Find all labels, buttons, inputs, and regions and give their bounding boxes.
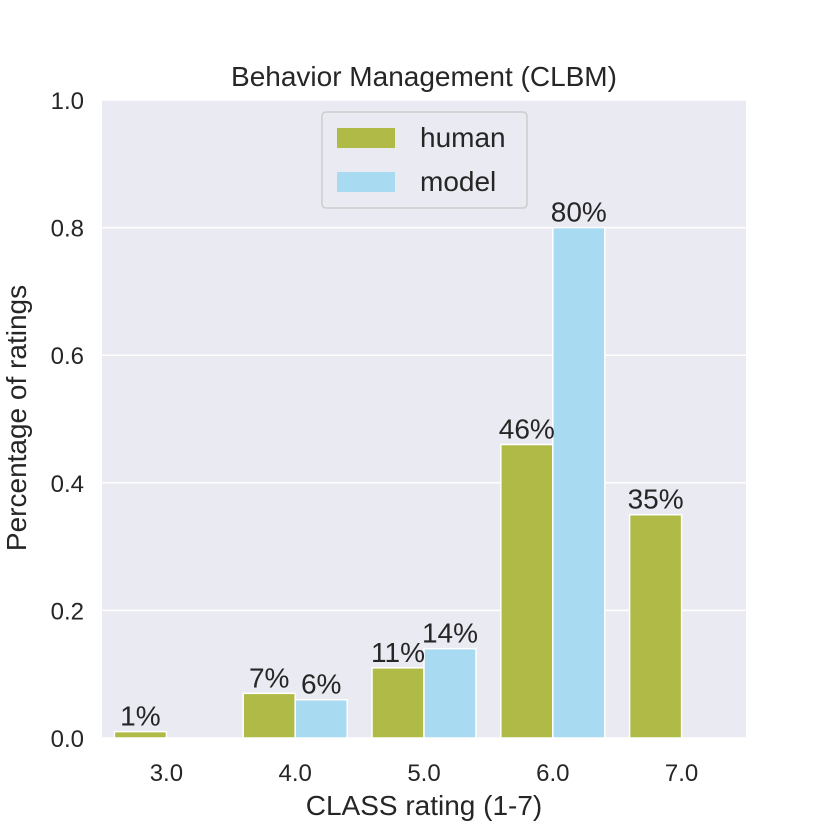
bar-human-5.0 [371, 667, 425, 739]
bar-human-7.0 [628, 513, 683, 739]
bar-label-model-5.0: 14% [422, 618, 478, 649]
bar-label-human-7.0: 35% [628, 484, 684, 515]
bar-label-model-6.0: 80% [551, 197, 607, 228]
bar-human-4.0 [242, 692, 296, 739]
bar-label-human-3.0: 1% [120, 701, 160, 732]
chart-title: Behavior Management (CLBM) [231, 61, 617, 92]
y-tick-label: 0.2 [51, 598, 84, 625]
bar-label-human-6.0: 46% [499, 414, 555, 445]
bar-label-human-5.0: 11% [371, 637, 425, 668]
legend-swatch-model [337, 172, 395, 192]
y-tick-label: 0.4 [51, 471, 84, 498]
x-tick-label: 6.0 [536, 760, 569, 787]
bar-label-human-4.0: 7% [249, 662, 289, 693]
bar-model-6.0 [552, 226, 606, 739]
y-tick-label: 0.6 [51, 343, 84, 370]
grid-lines [102, 99, 746, 739]
bars [113, 226, 683, 739]
x-tick-label: 7.0 [665, 760, 698, 787]
bar-model-4.0 [294, 698, 348, 739]
x-tick-label: 5.0 [407, 760, 440, 787]
bar-human-6.0 [500, 443, 554, 739]
y-tick-label: 0.8 [51, 216, 84, 243]
legend-label-model: model [420, 166, 496, 197]
y-tick-label: 1.0 [51, 88, 84, 115]
y-axis-label: Percentage of ratings [1, 285, 32, 551]
bar-labels: 1% 7% 6% 11%14% 46% 80% 35% [120, 197, 683, 732]
x-tick-labels: 3.0 4.0 5.0 6.0 7.0 [150, 760, 699, 787]
x-axis-label: CLASS rating (1-7) [306, 790, 543, 821]
x-tick-label: 4.0 [279, 760, 312, 787]
legend-label-human: human [420, 122, 506, 153]
legend-swatch-human [337, 128, 395, 148]
bar-human-3.0 [113, 730, 168, 739]
x-tick-label: 3.0 [150, 760, 183, 787]
y-tick-label: 0.0 [51, 726, 84, 753]
bar-label-model-4.0: 6% [301, 669, 341, 700]
y-tick-labels: 0.0 0.2 0.4 0.6 0.8 1.0 [51, 88, 84, 753]
bar-model-5.0 [423, 647, 477, 739]
legend: human model [321, 111, 528, 209]
